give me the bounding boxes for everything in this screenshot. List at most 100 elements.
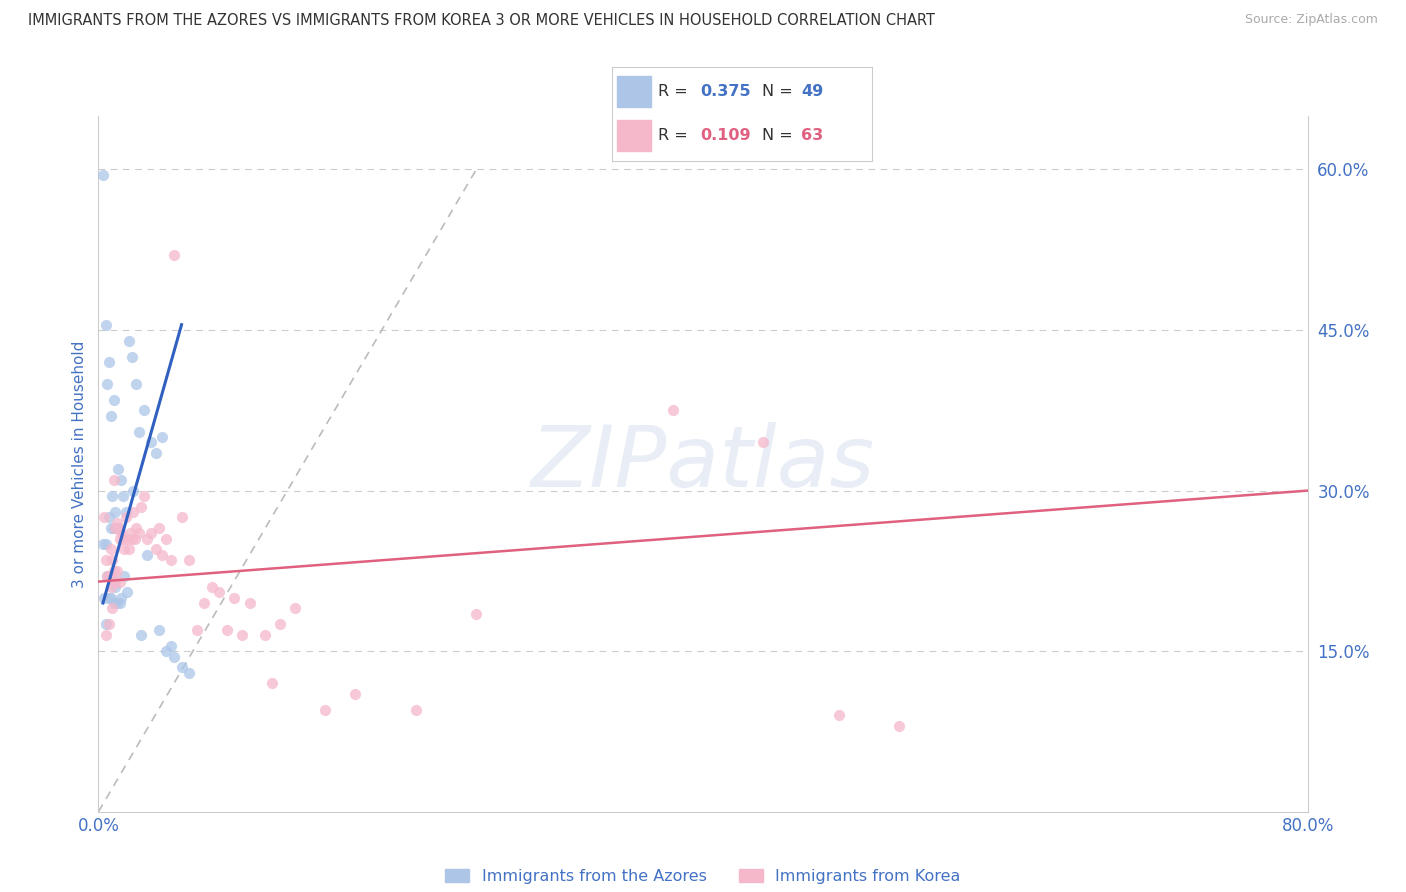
Text: N =: N =: [762, 128, 799, 144]
Text: 49: 49: [801, 84, 824, 99]
Text: R =: R =: [658, 128, 693, 144]
Point: [124, 532, 146, 546]
Point: [100, 409, 122, 423]
Point: [253, 628, 276, 642]
Point: [101, 601, 124, 615]
Point: [101, 553, 124, 567]
Point: [100, 580, 122, 594]
Point: [145, 446, 167, 460]
Point: [128, 425, 150, 439]
Point: [135, 548, 157, 562]
Point: [94, 628, 117, 642]
Point: [125, 376, 148, 391]
Point: [148, 623, 170, 637]
Point: [141, 526, 163, 541]
Text: 0.109: 0.109: [700, 128, 751, 144]
Point: [110, 526, 132, 541]
Point: [405, 703, 427, 717]
Point: [103, 392, 125, 407]
Point: [150, 548, 173, 562]
Point: [93, 591, 115, 605]
Point: [94, 537, 117, 551]
Point: [108, 532, 131, 546]
Point: [193, 596, 215, 610]
Point: [98, 591, 121, 605]
Point: [179, 553, 201, 567]
Point: [103, 564, 125, 578]
Point: [112, 569, 135, 583]
Point: [344, 687, 367, 701]
Point: [121, 350, 143, 364]
Point: [889, 719, 911, 733]
Point: [215, 623, 238, 637]
Point: [96, 569, 118, 583]
Point: [101, 569, 124, 583]
Point: [170, 660, 193, 674]
Point: [111, 489, 134, 503]
Point: [148, 521, 170, 535]
Text: Source: ZipAtlas.com: Source: ZipAtlas.com: [1244, 13, 1378, 27]
Point: [112, 542, 135, 557]
Text: ZIPatlas: ZIPatlas: [531, 422, 875, 506]
Point: [104, 574, 127, 589]
Point: [108, 596, 131, 610]
Point: [104, 505, 127, 519]
Point: [129, 628, 152, 642]
Point: [98, 355, 121, 369]
Point: [186, 623, 208, 637]
Point: [208, 585, 231, 599]
Point: [752, 435, 775, 450]
Point: [150, 430, 173, 444]
Point: [94, 553, 117, 567]
Point: [105, 521, 128, 535]
Point: [108, 574, 131, 589]
Point: [145, 542, 167, 557]
Point: [201, 580, 224, 594]
Point: [122, 483, 145, 498]
Point: [118, 542, 141, 557]
Y-axis label: 3 or more Vehicles in Household: 3 or more Vehicles in Household: [72, 340, 87, 588]
Legend: Immigrants from the Azores, Immigrants from Korea: Immigrants from the Azores, Immigrants f…: [446, 869, 960, 884]
Point: [107, 521, 129, 535]
Point: [93, 510, 115, 524]
Point: [170, 510, 193, 524]
Point: [98, 510, 121, 524]
Point: [103, 596, 125, 610]
Point: [101, 489, 124, 503]
Point: [114, 505, 136, 519]
Point: [314, 703, 336, 717]
Point: [91, 537, 114, 551]
Point: [262, 676, 284, 690]
Point: [107, 521, 129, 535]
Point: [100, 591, 122, 605]
Point: [115, 532, 138, 546]
Point: [110, 473, 132, 487]
Point: [100, 521, 122, 535]
Point: [160, 639, 183, 653]
Point: [122, 505, 145, 519]
Point: [105, 516, 128, 530]
Text: N =: N =: [762, 84, 799, 99]
Point: [141, 435, 163, 450]
Point: [132, 403, 155, 417]
Text: R =: R =: [658, 84, 693, 99]
Point: [91, 168, 114, 182]
Point: [94, 617, 117, 632]
Point: [105, 596, 128, 610]
Point: [163, 649, 186, 664]
Point: [135, 532, 157, 546]
Point: [104, 580, 127, 594]
Point: [465, 607, 488, 621]
Point: [179, 665, 201, 680]
Point: [110, 591, 132, 605]
Point: [128, 526, 150, 541]
Point: [114, 510, 136, 524]
Point: [269, 617, 291, 632]
Point: [284, 601, 307, 615]
Point: [662, 403, 685, 417]
Point: [104, 521, 127, 535]
Point: [98, 569, 121, 583]
Text: 63: 63: [801, 128, 824, 144]
Point: [121, 532, 143, 546]
Point: [96, 376, 118, 391]
